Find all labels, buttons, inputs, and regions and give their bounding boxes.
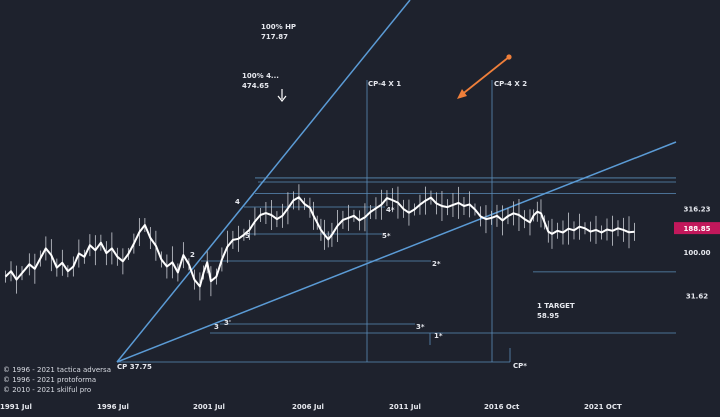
- copyright-line-1: © 1996 - 2021 tactica adversa: [3, 366, 111, 374]
- label-cp: CP 37.75: [117, 363, 152, 371]
- wave-5: 5: [245, 232, 250, 240]
- orange-arrow-shaft: [459, 56, 510, 97]
- orange-arrow-head: [457, 89, 467, 99]
- copyright-notes: © 1996 - 2021 tactica adversa © 1996 - 2…: [3, 366, 111, 394]
- label-cp4x1: CP-4 X 1: [368, 80, 401, 88]
- label-100-hp-value: 717.87: [261, 33, 288, 41]
- x-tick-label-0: 1991 Jul: [0, 403, 32, 411]
- label-100-4-value: 474.65: [242, 82, 269, 90]
- label-1-target: 1 TARGET: [537, 302, 575, 310]
- label-100-4: 100% 4...: [242, 72, 279, 80]
- wave-3-prime: 3': [224, 319, 231, 327]
- trendline-upper: [116, 0, 411, 363]
- label-4-star: 4*: [386, 206, 395, 214]
- label-3-star: 3*: [416, 323, 425, 331]
- y-tick-label-2: 31.62: [686, 292, 708, 300]
- down-arrow-head: [277, 95, 287, 102]
- label-1-star: 1*: [434, 332, 443, 340]
- price-wicks: [5, 184, 635, 301]
- wave-3: 3: [214, 323, 219, 331]
- x-tick-label-5: 2016 Oct: [484, 403, 520, 411]
- horizontal-levels: [117, 80, 676, 363]
- wave-4: 4: [235, 198, 240, 206]
- copyright-line-3: © 2010 - 2021 skilful pro: [3, 386, 91, 394]
- label-5-star: 5*: [382, 232, 391, 240]
- label-cp4x2: CP-4 X 2: [494, 80, 527, 88]
- trendlines: [116, 0, 677, 363]
- x-tick-label-6: 2021 OCT: [584, 403, 622, 411]
- axes: 316.23 100.00 31.62 188.85 1991 Jul 1996 Jul 2…: [0, 206, 720, 411]
- x-tick-label-4: 2011 Jul: [389, 403, 421, 411]
- copyright-line-2: © 1996 - 2021 protoforma: [3, 376, 96, 384]
- label-100-hp: 100% HP: [261, 23, 296, 31]
- annotation-marks: 100% HP 717.87 100% 4... 474.65 CP-4 X 1 CP-4…: [117, 23, 575, 371]
- wave-2: 2: [190, 251, 195, 259]
- x-tick-label-3: 2006 Jul: [292, 403, 324, 411]
- y-tick-label-1: 100.00: [683, 249, 710, 257]
- label-cp-star: CP*: [513, 362, 527, 370]
- price-series-line: [4, 196, 635, 288]
- label-1-target-value: 58.95: [537, 312, 559, 320]
- y-tick-label-0: 316.23: [683, 206, 710, 214]
- trendline-lower: [116, 141, 677, 363]
- current-price-tag: [674, 222, 720, 235]
- current-price-label: 188.85: [683, 225, 710, 233]
- x-tick-label-2: 2001 Jul: [193, 403, 225, 411]
- label-2-star: 2*: [432, 260, 441, 268]
- x-tick-label-1: 1996 Jul: [97, 403, 129, 411]
- orange-arrow-dot: [506, 54, 512, 60]
